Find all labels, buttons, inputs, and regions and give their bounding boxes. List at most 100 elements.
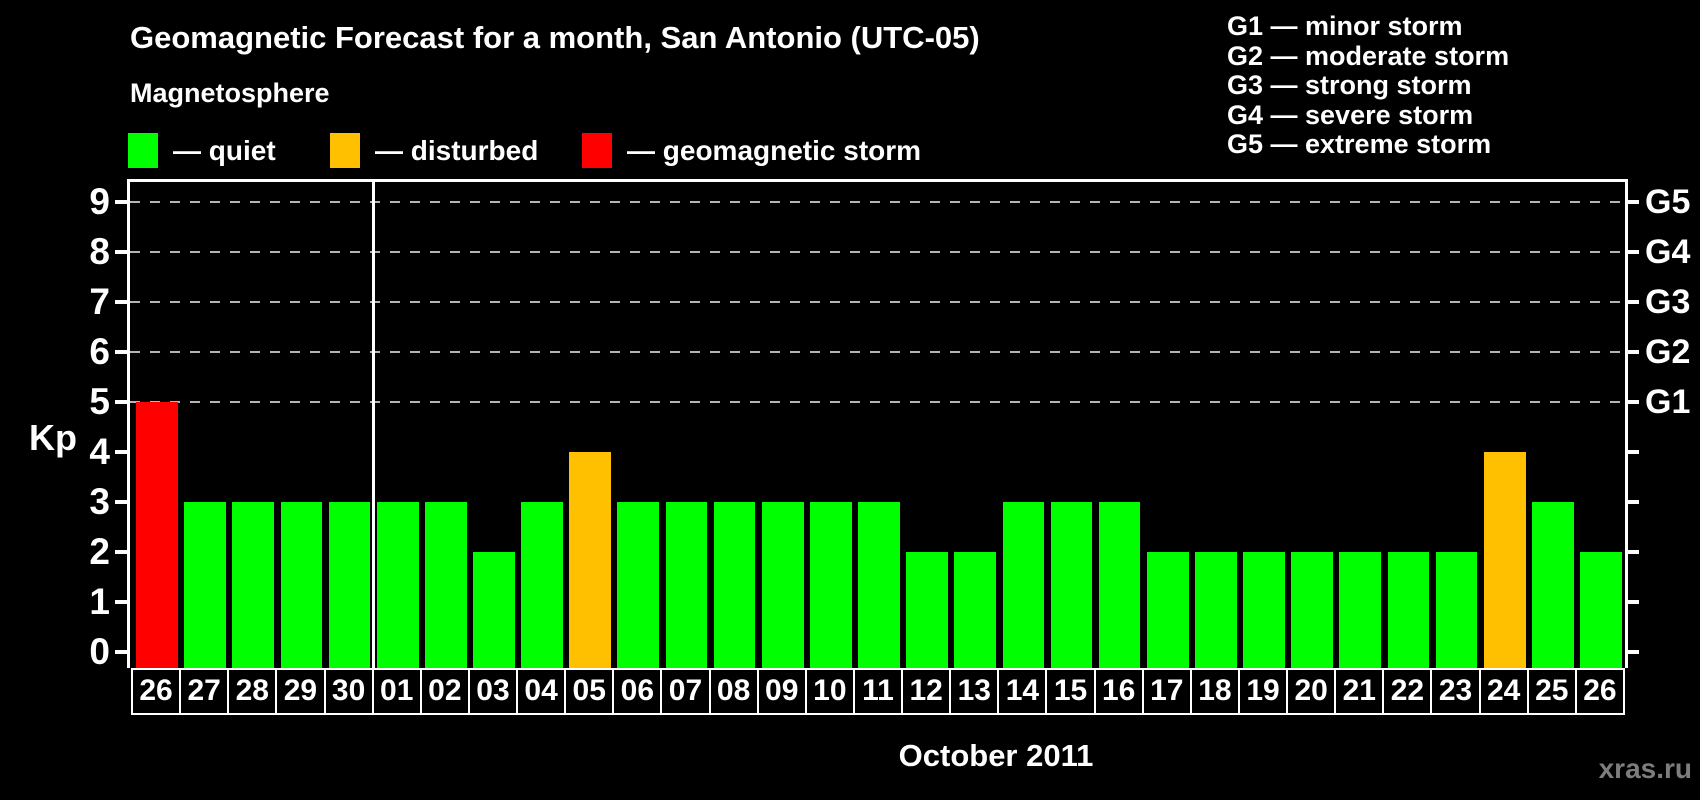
day-label-box: 11 (852, 668, 904, 715)
kp-bar-day-20 (1291, 552, 1333, 668)
day-label-box: 03 (467, 668, 519, 715)
day-label-box: 13 (949, 668, 1000, 715)
gridline-kp-7 (130, 301, 1625, 303)
kp-bar-day-03 (473, 552, 515, 668)
legend-swatch-storm (582, 133, 612, 168)
right-tick-7 (1625, 300, 1639, 304)
legend-label-storm: — geomagnetic storm (627, 135, 922, 166)
day-label-box: 26 (131, 668, 182, 715)
left-tick-8 (115, 250, 129, 254)
g-scale-label-G2: G2 (1645, 333, 1691, 371)
day-label-box: 28 (227, 668, 278, 715)
day-label-box: 12 (901, 668, 952, 715)
x-axis-label: October 2011 (898, 738, 1094, 773)
month-separator-line (371, 182, 375, 668)
left-tick-1 (115, 600, 129, 604)
gridline-kp-8 (130, 251, 1625, 253)
day-label-box: 02 (419, 668, 470, 715)
kp-bar-day-17 (1146, 552, 1189, 668)
day-label-box: 14 (997, 668, 1048, 715)
watermark: xras.ru (1598, 753, 1692, 784)
kp-bar-day-25 (1531, 502, 1574, 668)
day-label-box: 17 (1141, 668, 1192, 715)
day-label-box: 22 (1382, 668, 1433, 715)
day-label-box: 05 (564, 668, 615, 715)
y-tick-label-5: 5 (89, 381, 110, 422)
y-tick-label-7: 7 (89, 281, 110, 322)
left-tick-6 (115, 350, 129, 354)
kp-bar-day-19 (1243, 552, 1285, 668)
kp-bar-day-14 (1002, 502, 1045, 668)
y-tick-label-8: 8 (89, 231, 110, 272)
storm-scale-legend-line-2: G2 — moderate storm (1227, 40, 1510, 71)
right-tick-9 (1625, 200, 1639, 204)
kp-bar-day-01 (376, 502, 419, 668)
legend-label-disturbed: — disturbed (375, 135, 539, 166)
right-tick-0 (1625, 650, 1639, 654)
kp-bar-day-28 (232, 502, 275, 668)
day-label-box: 24 (1478, 668, 1529, 715)
kp-bar-day-24 (1483, 452, 1526, 668)
legend-label-quiet: — quiet (173, 135, 276, 166)
legend-swatch-disturbed (330, 133, 360, 168)
kp-bar-day-26 (136, 402, 178, 668)
kp-bar-day-10 (810, 502, 852, 668)
day-label-box: 16 (1093, 668, 1144, 715)
plot-area (127, 179, 1628, 668)
day-label-box: 19 (1237, 668, 1289, 715)
kp-bar-day-22 (1387, 552, 1430, 668)
g-scale-label-G1: G1 (1645, 383, 1691, 421)
chart-title: Geomagnetic Forecast for a month, San An… (130, 20, 980, 55)
day-label-box: 09 (756, 668, 807, 715)
left-tick-2 (115, 550, 129, 554)
y-tick-label-9: 9 (89, 181, 110, 222)
y-tick-label-6: 6 (89, 331, 110, 372)
left-tick-7 (115, 300, 129, 304)
day-label-box: 04 (516, 668, 567, 715)
kp-bar-day-08 (713, 502, 756, 668)
kp-bar-day-23 (1435, 552, 1478, 668)
kp-bar-day-27 (184, 502, 227, 668)
y-tick-label-4: 4 (89, 431, 110, 472)
kp-bar-day-13 (954, 552, 997, 668)
y-tick-label-0: 0 (89, 631, 110, 672)
day-label-box: 25 (1526, 668, 1577, 715)
day-label-box: 20 (1286, 668, 1337, 715)
magnetosphere-label: Magnetosphere (130, 78, 330, 108)
day-label-box: 27 (179, 668, 230, 715)
day-label-box: 10 (804, 668, 855, 715)
left-tick-9 (115, 200, 129, 204)
right-tick-2 (1625, 550, 1639, 554)
y-tick-label-3: 3 (89, 481, 110, 522)
day-label-box: 30 (323, 668, 374, 715)
day-label-box: 21 (1334, 668, 1385, 715)
storm-scale-legend-line-1: G1 — minor storm (1227, 11, 1463, 41)
right-tick-4 (1625, 450, 1639, 454)
left-tick-5 (115, 400, 129, 404)
gridline-kp-5 (130, 401, 1625, 403)
gridline-kp-6 (130, 351, 1625, 353)
storm-scale-legend-line-5: G5 — extreme storm (1227, 129, 1492, 159)
y-axis-label: Kp (29, 417, 77, 458)
kp-bar-day-15 (1050, 502, 1093, 668)
kp-bar-day-21 (1339, 552, 1382, 668)
day-label-box: 26 (1574, 668, 1625, 715)
kp-bar-day-09 (761, 502, 804, 668)
day-label-box: 18 (1189, 668, 1240, 715)
left-tick-4 (115, 450, 129, 454)
day-label-box: 01 (371, 668, 422, 715)
kp-bar-day-29 (280, 502, 323, 668)
kp-bar-day-05 (569, 452, 612, 668)
kp-bar-day-26 (1580, 552, 1622, 668)
day-label-box: 29 (275, 668, 326, 715)
right-tick-8 (1625, 250, 1639, 254)
y-tick-label-2: 2 (89, 531, 110, 572)
day-label-box: 07 (660, 668, 711, 715)
day-label-box: 08 (708, 668, 759, 715)
kp-bar-day-04 (521, 502, 563, 668)
right-tick-5 (1625, 400, 1639, 404)
right-tick-6 (1625, 350, 1639, 354)
kp-bar-day-18 (1195, 552, 1237, 668)
day-label-box: 15 (1045, 668, 1096, 715)
